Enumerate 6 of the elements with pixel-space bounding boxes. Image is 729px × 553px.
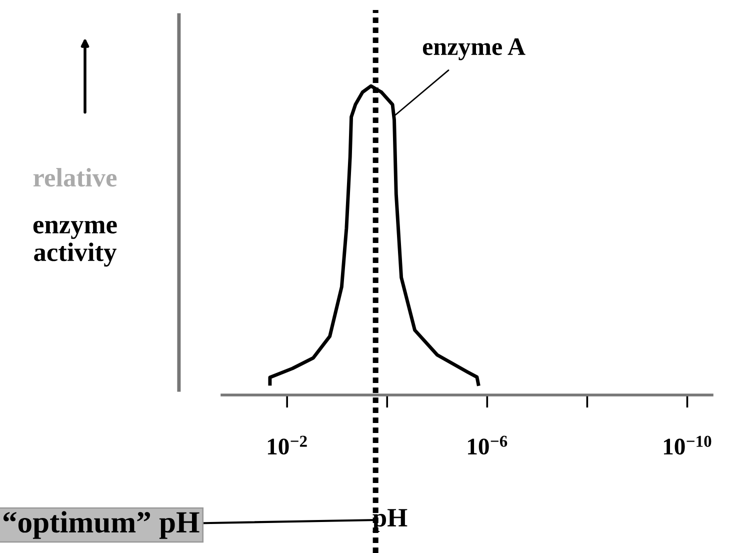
ref-line-label: “optimum” pH: [3, 511, 200, 539]
x-tick-label: 10$^{−2}$: [268, 436, 307, 455]
x-tick-label: 10$^{−10}$: [664, 436, 712, 455]
x-tick-label: 10$^{−6}$: [468, 436, 508, 455]
text: relative enzyme activity: [33, 168, 117, 267]
annotation: enzyme A: [422, 38, 526, 60]
